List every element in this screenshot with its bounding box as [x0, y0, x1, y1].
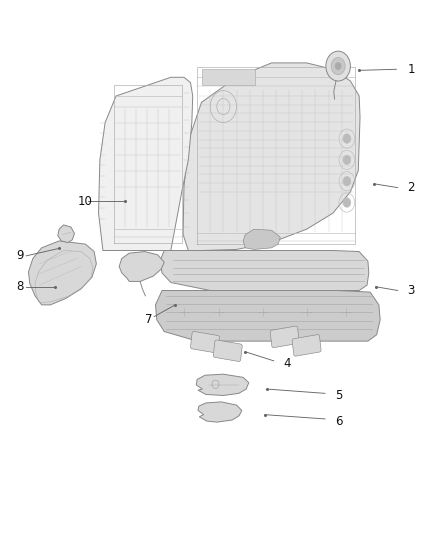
- Polygon shape: [198, 402, 242, 422]
- Polygon shape: [243, 229, 280, 249]
- Polygon shape: [160, 251, 369, 290]
- Circle shape: [343, 176, 351, 186]
- Circle shape: [326, 51, 350, 81]
- Polygon shape: [196, 374, 249, 395]
- Text: 7: 7: [145, 313, 152, 326]
- Text: 5: 5: [335, 389, 343, 402]
- FancyBboxPatch shape: [191, 332, 219, 353]
- Polygon shape: [183, 63, 360, 251]
- Text: 2: 2: [407, 181, 415, 194]
- Text: 6: 6: [335, 415, 343, 427]
- Circle shape: [343, 134, 351, 143]
- FancyBboxPatch shape: [292, 335, 321, 356]
- Text: 10: 10: [78, 195, 93, 208]
- Bar: [202, 69, 255, 85]
- FancyBboxPatch shape: [270, 326, 299, 348]
- Text: 9: 9: [17, 249, 24, 262]
- FancyBboxPatch shape: [213, 340, 242, 361]
- Text: 8: 8: [17, 280, 24, 293]
- Circle shape: [335, 62, 341, 70]
- Text: 3: 3: [407, 284, 415, 297]
- Text: 1: 1: [407, 63, 415, 76]
- Polygon shape: [119, 252, 164, 281]
- Circle shape: [343, 198, 351, 207]
- Polygon shape: [58, 225, 74, 243]
- Circle shape: [331, 58, 345, 75]
- Polygon shape: [28, 241, 96, 305]
- Text: 4: 4: [284, 357, 291, 370]
- Circle shape: [343, 155, 351, 165]
- Polygon shape: [155, 290, 380, 341]
- Polygon shape: [99, 77, 193, 251]
